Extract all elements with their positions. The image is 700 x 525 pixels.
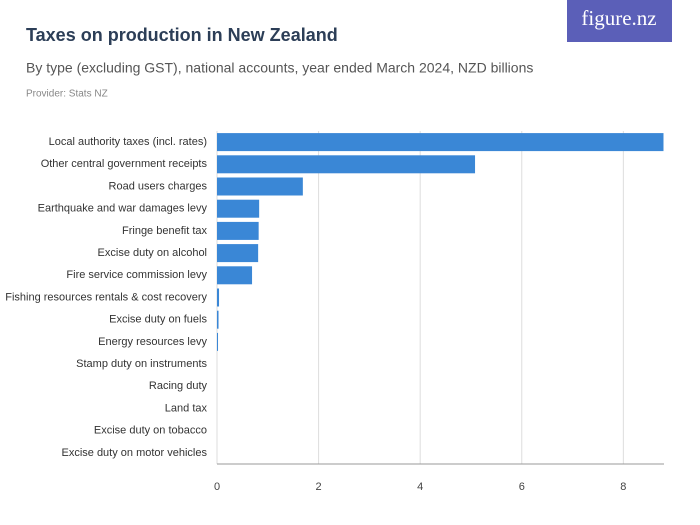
bar [217,288,220,307]
bar [217,332,219,351]
y-tick-label: Excise duty on alcohol [98,247,207,259]
logo: figure.nz [581,6,656,30]
y-tick-label: Fishing resources rentals & cost recover… [5,291,207,303]
y-tick-label: Excise duty on tobacco [94,425,207,437]
y-tick-label: Fire service commission levy [66,269,207,281]
y-tick-label: Earthquake and war damages levy [38,203,208,215]
y-tick-label: Road users charges [109,180,208,192]
logo-box [567,0,672,42]
bar [217,177,303,196]
x-tick-label: 8 [620,481,626,493]
bar [217,199,260,218]
y-tick-label: Fringe benefit tax [122,225,207,237]
y-tick-label: Stamp duty on instruments [76,358,207,370]
bar [217,133,664,152]
y-tick-label: Energy resources levy [98,336,207,348]
bar [217,266,253,285]
y-tick-label: Excise duty on motor vehicles [61,447,207,459]
y-tick-label: Excise duty on fuels [109,314,207,326]
x-tick-label: 6 [519,481,525,493]
x-tick-label: 2 [316,481,322,493]
chart-title: Taxes on production in New Zealand [26,25,338,45]
bar [217,310,219,329]
chart-subtitle: By type (excluding GST), national accoun… [26,60,533,76]
y-tick-label: Local authority taxes (incl. rates) [49,136,207,148]
y-tick-label: Racing duty [149,380,208,392]
provider: Provider: Stats NZ [26,89,108,100]
y-tick-label: Other central government receipts [41,158,208,170]
y-tick-label: Land tax [165,402,208,414]
bar [217,244,259,263]
x-tick-label: 0 [214,481,220,493]
bar [217,221,259,240]
x-tick-label: 4 [417,481,423,493]
bar [217,155,476,174]
